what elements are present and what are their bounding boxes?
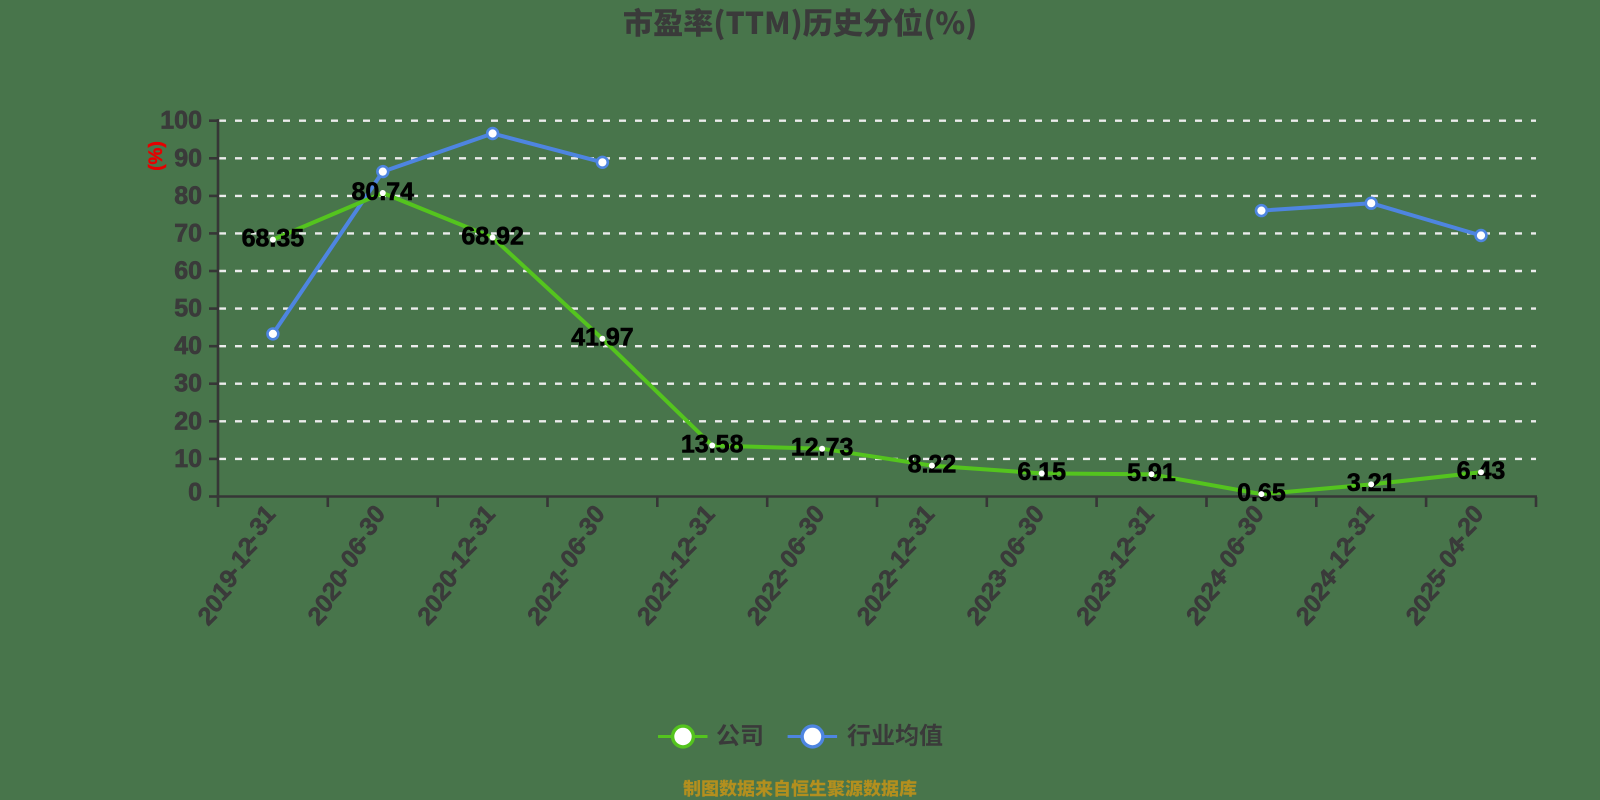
- svg-text:6.15: 6.15: [1017, 458, 1066, 486]
- svg-text:12.73: 12.73: [791, 434, 854, 462]
- svg-text:90: 90: [174, 144, 202, 172]
- svg-text:0: 0: [188, 479, 202, 507]
- svg-text:100: 100: [160, 107, 202, 135]
- svg-text:13.58: 13.58: [681, 430, 744, 458]
- svg-text:50: 50: [174, 295, 202, 323]
- svg-text:70: 70: [174, 219, 202, 247]
- svg-text:(%): (%): [146, 141, 167, 171]
- svg-text:60: 60: [174, 257, 202, 285]
- svg-text:20: 20: [174, 407, 202, 435]
- svg-text:80: 80: [174, 182, 202, 210]
- svg-text:30: 30: [174, 370, 202, 398]
- svg-text:68.35: 68.35: [242, 224, 305, 252]
- svg-text:40: 40: [174, 332, 202, 360]
- svg-text:10: 10: [174, 445, 202, 473]
- svg-text:5.91: 5.91: [1127, 459, 1176, 487]
